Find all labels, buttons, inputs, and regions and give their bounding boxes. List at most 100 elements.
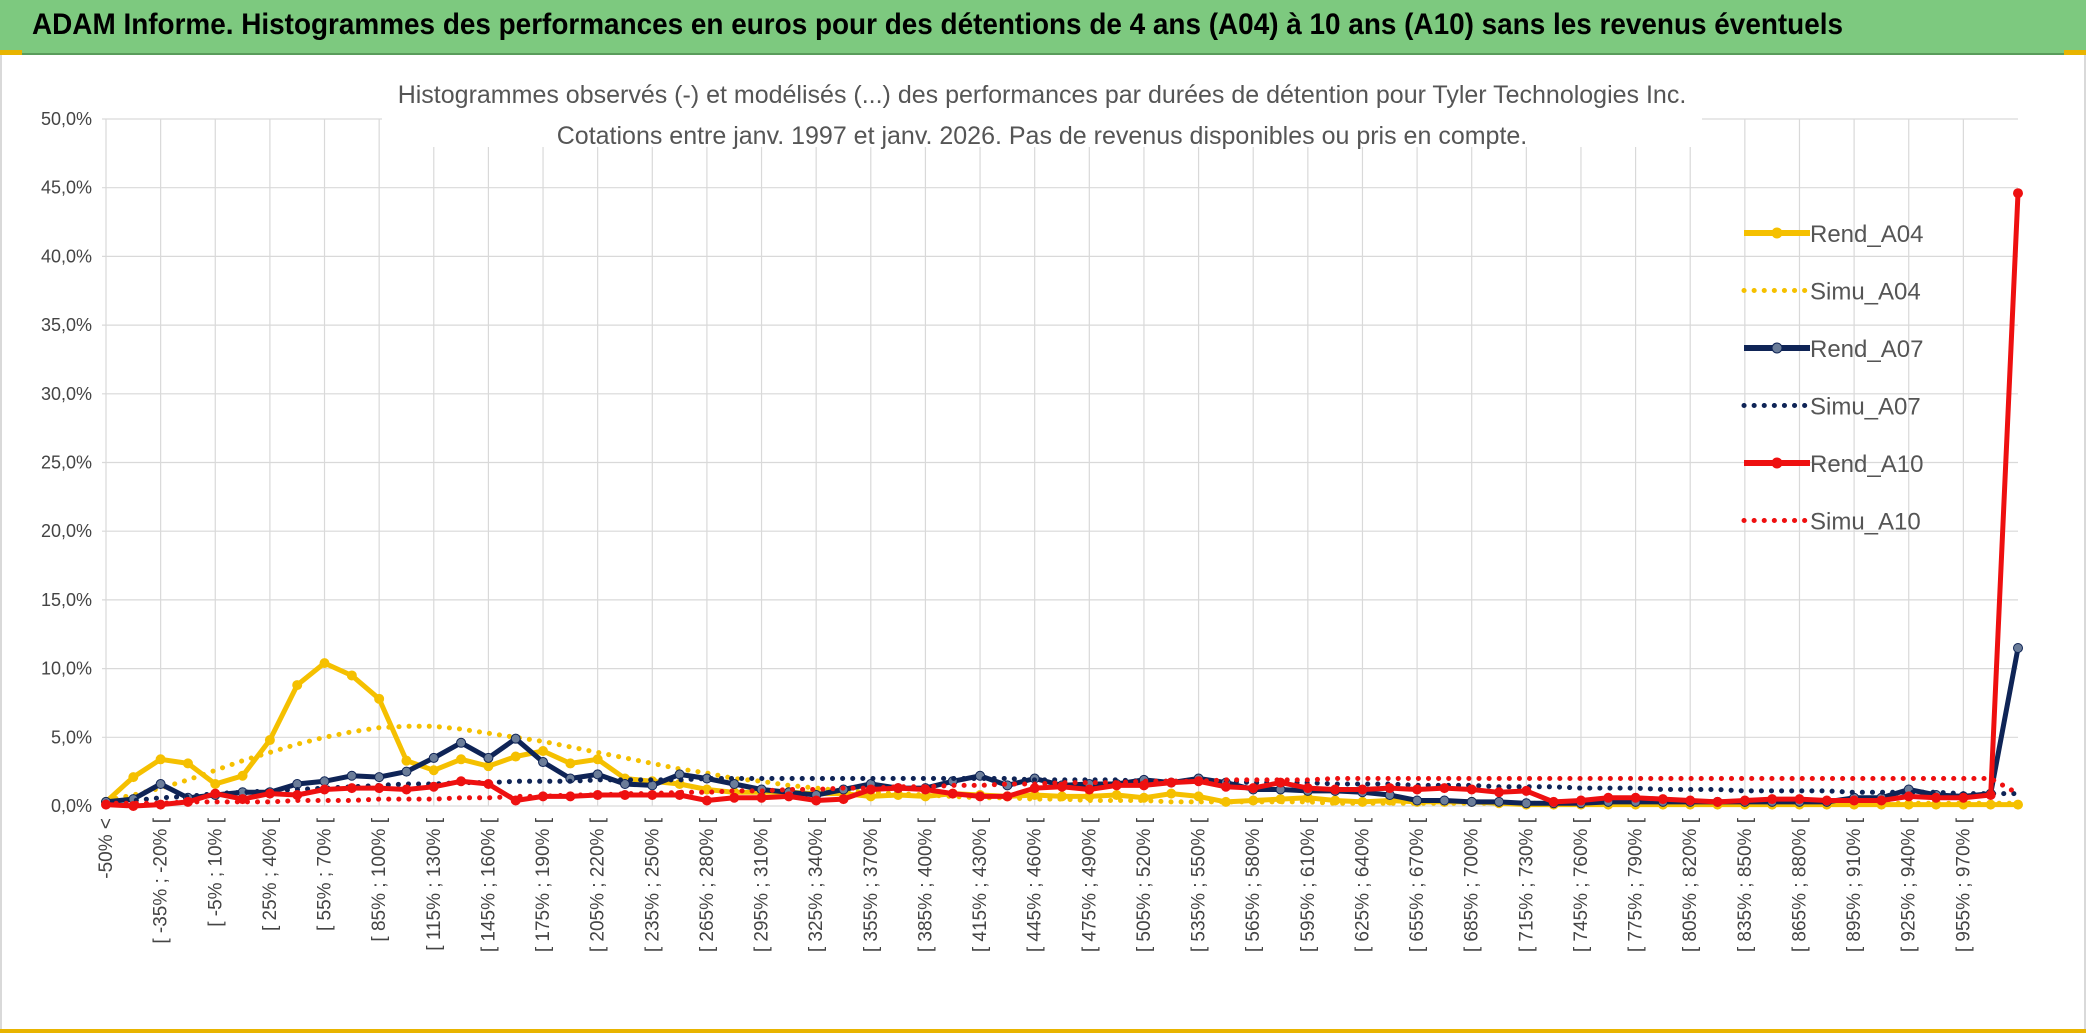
data-point	[619, 779, 630, 790]
data-point	[1439, 795, 1450, 806]
data-point	[1466, 784, 1477, 795]
x-tick-label: [ 595% ; 610% [	[1298, 817, 1319, 952]
y-tick-label: 50,0%	[41, 109, 92, 129]
data-point	[1384, 783, 1395, 794]
data-point	[1521, 798, 1532, 809]
chart-panel: Histogrammes observés (-) et modélisés (…	[0, 55, 2086, 1029]
x-tick-label: [ 505% ; 520% [	[1134, 817, 1155, 952]
x-tick-label: [ 475% ; 490% [	[1079, 817, 1100, 952]
data-point	[374, 772, 385, 783]
y-tick-label: 30,0%	[41, 384, 92, 404]
x-tick-label: [ 895% ; 910% [	[1844, 817, 1865, 952]
data-point	[1166, 788, 1177, 799]
x-tick-label: [ 115% ; 130% [	[424, 817, 445, 950]
x-tick-label: [ 955% ; 970% [	[1953, 817, 1974, 952]
data-point	[456, 776, 467, 787]
data-point	[729, 792, 740, 803]
data-point	[1657, 794, 1668, 805]
legend-marker	[1771, 457, 1783, 469]
y-tick-label: 45,0%	[41, 178, 92, 198]
data-point	[2013, 188, 2023, 199]
x-tick-label: [ 415% ; 430% [	[970, 817, 991, 952]
data-point	[237, 770, 248, 781]
header-banner: ADAM Informe. Histogrammes des performan…	[0, 0, 2086, 55]
data-point	[674, 769, 685, 780]
chart-subtitle: Cotations entre janv. 1997 et janv. 2026…	[557, 122, 1528, 150]
data-point	[428, 765, 439, 776]
x-tick-label: [ 145% ; 160% [	[478, 817, 499, 952]
legend: Rend_A04 Simu_A04 Rend_A07 Simu_A07 Rend_A10…	[1741, 221, 1923, 536]
data-point	[1412, 795, 1423, 806]
title-backdrop	[382, 57, 1702, 147]
series-line-simu_a10	[103, 776, 2021, 806]
data-point	[346, 770, 357, 781]
data-point	[1876, 795, 1887, 806]
data-point	[428, 752, 439, 763]
series-line-rend_a10	[103, 190, 2021, 809]
data-point	[346, 670, 357, 681]
x-tick-label: [ 445% ; 460% [	[1025, 817, 1046, 952]
x-tick-label: [ 745% ; 760% [	[1571, 817, 1592, 952]
data-point	[264, 788, 275, 799]
data-point	[1494, 796, 1505, 807]
data-point	[1903, 791, 1914, 802]
data-point	[1248, 783, 1259, 794]
data-point	[1466, 796, 1477, 807]
data-point	[401, 755, 412, 766]
x-tick-label: [ 325% ; 340% [	[806, 817, 827, 952]
banner-accent-left	[0, 50, 22, 55]
data-point	[510, 751, 521, 762]
data-point	[729, 779, 740, 790]
data-point	[701, 784, 712, 795]
data-point	[975, 791, 986, 802]
data-point	[647, 780, 658, 791]
y-tick-label: 0,0%	[51, 796, 92, 816]
x-tick-label: [ 715% ; 730% [	[1516, 817, 1537, 952]
chart-title: Histogrammes observés (-) et modélisés (…	[398, 81, 1687, 109]
data-point	[237, 794, 248, 805]
data-point	[1958, 792, 1969, 803]
data-point	[1821, 795, 1832, 806]
data-point	[592, 754, 603, 765]
banner-accent-right	[2064, 50, 2086, 55]
x-tick-label: [ 835% ; 850% [	[1735, 817, 1756, 952]
data-point	[538, 757, 549, 768]
data-point	[1849, 795, 1860, 806]
data-point	[565, 758, 576, 769]
legend-marker	[1771, 227, 1783, 239]
series-lines	[101, 188, 2023, 811]
legend-label: Simu_A07	[1810, 394, 1921, 421]
x-tick-label: [ 655% ; 670% [	[1407, 817, 1428, 952]
series-line-simu_a04	[103, 723, 2021, 806]
x-tick-label: [ 805% ; 820% [	[1680, 817, 1701, 952]
x-tick-label: [ 925% ; 940% [	[1899, 817, 1920, 952]
legend-marker	[1771, 342, 1783, 354]
data-point	[1111, 790, 1122, 801]
data-point	[401, 766, 412, 777]
data-point	[510, 733, 521, 744]
data-point	[319, 784, 330, 795]
data-point	[1712, 796, 1723, 807]
data-point	[701, 795, 712, 806]
data-point	[1931, 792, 1942, 803]
data-point	[783, 791, 794, 802]
data-point	[456, 754, 467, 765]
data-point	[483, 752, 494, 763]
y-axis-ticks: 0,0% 5,0% 10,0% 15,0% 20,0% 25,0% 30,0% 35,0% 40…	[41, 109, 92, 816]
x-tick-label: [ 685% ; 700% [	[1462, 817, 1483, 952]
data-point	[592, 769, 603, 780]
x-tick-label: [ 265% ; 280% [	[697, 817, 718, 952]
histogram-chart: Histogrammes observés (-) et modélisés (…	[41, 57, 2023, 952]
x-tick-label: [ 85% ; 100% [	[369, 817, 390, 941]
data-point	[319, 658, 330, 669]
data-point	[128, 772, 139, 783]
data-point	[1084, 784, 1095, 795]
data-point	[2013, 642, 2023, 653]
y-tick-label: 10,0%	[41, 659, 92, 679]
x-tick-label: [ 385% ; 400% [	[915, 817, 936, 952]
data-point	[838, 794, 849, 805]
data-point	[1220, 781, 1231, 792]
data-point	[374, 783, 385, 794]
legend-label: Rend_A10	[1810, 451, 1923, 478]
